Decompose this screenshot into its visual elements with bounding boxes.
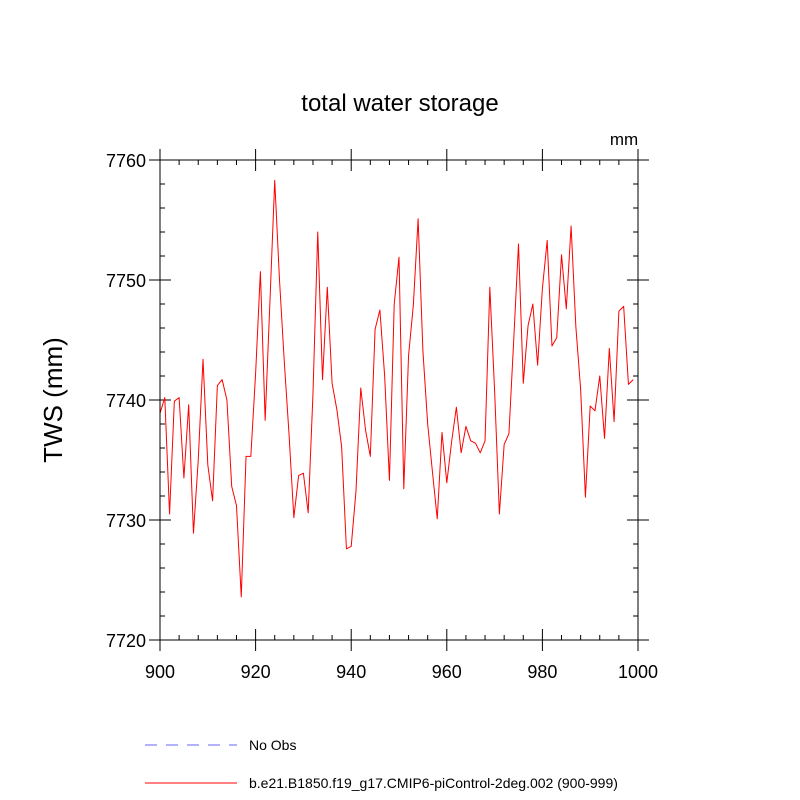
x-tick-label: 900 <box>145 662 175 682</box>
y-tick-label: 7760 <box>106 151 146 171</box>
x-tick-labels: 900 920 940 960 980 1000 <box>145 662 658 682</box>
y-tick-label: 7730 <box>106 511 146 531</box>
units-label: mm <box>610 130 638 149</box>
legend-label: No Obs <box>249 737 296 753</box>
legend: No Obs b.e21.B1850.f19_g17.CMIP6-piContro… <box>145 737 618 791</box>
y-tick-label: 7750 <box>106 271 146 291</box>
chart-title: total water storage <box>301 90 498 117</box>
x-tick-label: 940 <box>336 662 366 682</box>
x-tick-label: 920 <box>241 662 271 682</box>
y-axis-label: TWS (mm) <box>38 337 68 463</box>
major-ticks <box>149 149 649 651</box>
plot-frame <box>159 159 639 641</box>
minor-ticks <box>160 160 638 640</box>
series-layer <box>159 179 634 598</box>
y-tick-label: 7740 <box>106 391 146 411</box>
x-tick-label: 980 <box>527 662 557 682</box>
y-tick-label: 7720 <box>106 631 146 651</box>
x-tick-label: 960 <box>432 662 462 682</box>
y-tick-labels: 7720 7730 7740 7750 7760 <box>106 151 146 651</box>
x-tick-label: 1000 <box>618 662 658 682</box>
legend-label: b.e21.B1850.f19_g17.CMIP6-piControl-2deg… <box>249 775 618 791</box>
tws-series-line <box>159 179 634 598</box>
